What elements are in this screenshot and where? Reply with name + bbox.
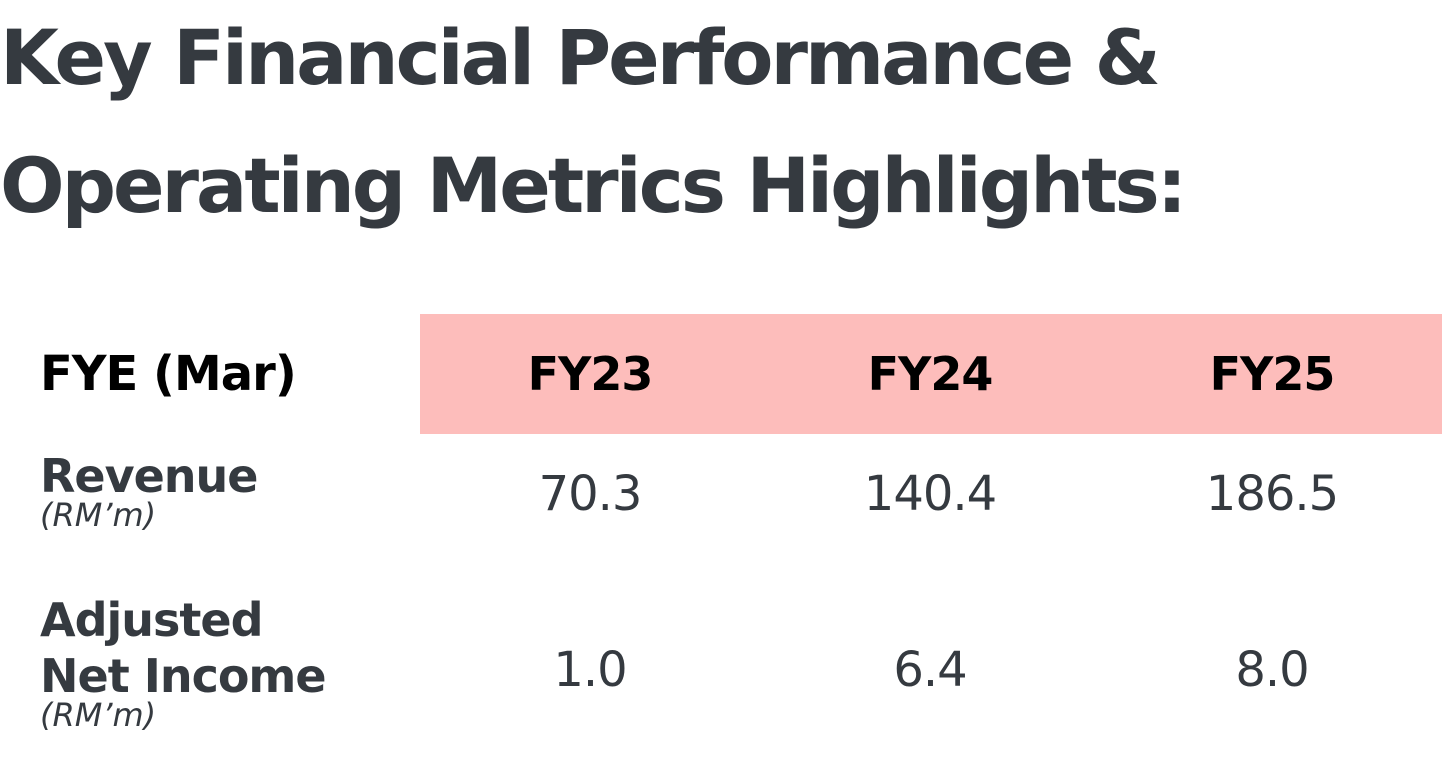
page-title-line-2: Operating Metrics Highlights: — [0, 141, 1187, 230]
table-header-label: FYE (Mar) — [40, 346, 297, 402]
table-cell-net-income-fy23: 1.0 — [553, 642, 627, 698]
table-cell-revenue-fy25: 186.5 — [1205, 466, 1339, 522]
row-label-adjusted-text: Adjusted — [40, 593, 264, 647]
row-unit-adjusted-net-income: (RM’m) — [40, 696, 157, 734]
page-title: Key Financial Performance & Operating Me… — [0, 0, 1444, 250]
row-label-revenue-text: Revenue — [40, 449, 258, 503]
table-cell-revenue-fy23: 70.3 — [538, 466, 643, 522]
row-unit-revenue: (RM’m) — [40, 496, 157, 534]
row-label-net-income-text: Net Income — [40, 649, 327, 703]
column-header-fy25: FY25 — [1209, 347, 1336, 401]
table-cell-net-income-fy25: 8.0 — [1235, 642, 1309, 698]
row-label-revenue: Revenue (RM’m) — [40, 448, 258, 532]
column-header-fy24: FY24 — [867, 347, 994, 401]
table-header-band — [420, 314, 1442, 434]
table-cell-net-income-fy24: 6.4 — [893, 642, 967, 698]
page-title-line-1: Key Financial Performance & — [0, 13, 1161, 102]
row-label-adjusted-net-income: Adjusted Net Income (RM’m) — [40, 592, 327, 734]
table-cell-revenue-fy24: 140.4 — [863, 466, 997, 522]
column-header-fy23: FY23 — [527, 347, 654, 401]
